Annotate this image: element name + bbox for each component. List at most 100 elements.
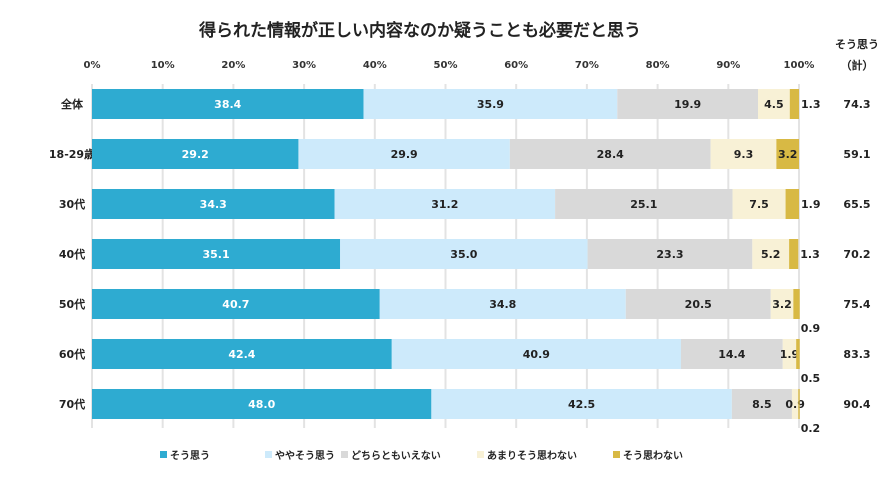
- data-label: 29.2: [182, 148, 209, 161]
- legend-swatch: [160, 451, 167, 458]
- chart-title: 得られた情報が正しい内容なのか疑うことも必要だと思う: [198, 20, 641, 41]
- legend-label: そう思う: [170, 450, 210, 462]
- bar-segment: [798, 389, 800, 419]
- x-tick-label: 100%: [784, 60, 815, 71]
- data-label: 28.4: [597, 148, 624, 161]
- data-label: 0.9: [785, 398, 805, 411]
- data-label: 19.9: [674, 98, 701, 111]
- data-label: 34.3: [200, 198, 227, 211]
- bar-segment: [92, 389, 432, 419]
- x-tick-label: 90%: [716, 60, 740, 71]
- x-tick-label: 0%: [84, 60, 101, 71]
- data-label: 5.2: [761, 248, 781, 261]
- data-label: 0.5: [801, 372, 821, 385]
- total-value: 83.3: [843, 348, 870, 361]
- data-label: 40.9: [523, 348, 550, 361]
- data-label: 20.5: [685, 298, 712, 311]
- bar-segment: [793, 289, 800, 319]
- bar-segment: [782, 339, 797, 369]
- category-label: 60代: [59, 347, 85, 361]
- data-label: 7.5: [749, 198, 769, 211]
- total-value: 70.2: [843, 248, 870, 261]
- bar-segment: [752, 239, 790, 269]
- bar-segment: [509, 139, 711, 169]
- legend-swatch: [477, 451, 484, 458]
- bar-segment: [770, 289, 794, 319]
- bar-segment: [334, 189, 556, 219]
- bar-segment: [92, 289, 380, 319]
- data-label: 3.2: [778, 148, 798, 161]
- data-label: 40.7: [222, 298, 249, 311]
- data-label: 34.8: [489, 298, 516, 311]
- bar-segment: [92, 189, 335, 219]
- x-tick-label: 80%: [646, 60, 670, 71]
- legend-swatch: [341, 451, 348, 458]
- bar-segment: [789, 89, 799, 119]
- bar-segment: [363, 89, 618, 119]
- bar-segment: [92, 139, 299, 169]
- bar-segment: [776, 139, 799, 169]
- legend-label: ややそう思う: [275, 450, 335, 462]
- bar-segment: [391, 339, 681, 369]
- legend-label: あまりそう思わない: [487, 449, 577, 462]
- x-tick-label: 10%: [151, 60, 175, 71]
- total-value: 65.5: [843, 198, 870, 211]
- x-tick-label: 30%: [292, 60, 316, 71]
- bar-segment: [731, 389, 792, 419]
- total-header: そう思う: [835, 38, 879, 51]
- category-label: 50代: [59, 297, 85, 311]
- bar-segment: [555, 189, 733, 219]
- data-label: 35.9: [477, 98, 504, 111]
- data-label: 31.2: [431, 198, 458, 211]
- bar-segment: [298, 139, 510, 169]
- bar-segment: [710, 139, 777, 169]
- data-label: 23.3: [656, 248, 683, 261]
- bar-segment: [587, 239, 753, 269]
- x-tick-label: 50%: [434, 60, 458, 71]
- bar-segment: [92, 89, 364, 119]
- data-label: 35.0: [450, 248, 477, 261]
- data-label: 25.1: [630, 198, 657, 211]
- category-label: 30代: [59, 197, 85, 211]
- bar-segment: [785, 189, 799, 219]
- data-label: 1.9: [780, 348, 800, 361]
- data-label: 14.4: [718, 348, 745, 361]
- data-label: 1.9: [801, 198, 821, 211]
- category-label: 40代: [59, 247, 85, 261]
- data-label: 48.0: [248, 398, 275, 411]
- total-value: 74.3: [843, 98, 870, 111]
- bar-segment: [732, 189, 786, 219]
- data-label: 3.2: [772, 298, 792, 311]
- bar-segment: [625, 289, 771, 319]
- bar-segment: [680, 339, 783, 369]
- data-label: 9.3: [734, 148, 754, 161]
- legend-label: そう思わない: [623, 450, 683, 462]
- bar-segment: [92, 339, 392, 369]
- x-tick-label: 40%: [363, 60, 387, 71]
- total-value: 90.4: [843, 398, 870, 411]
- data-label: 1.3: [800, 248, 820, 261]
- legend-label: どちらともいえない: [351, 449, 441, 462]
- bar-segment: [92, 239, 341, 269]
- bar-segment: [379, 289, 626, 319]
- data-label: 8.5: [752, 398, 772, 411]
- category-label: 全体: [60, 97, 84, 111]
- data-label: 1.3: [801, 98, 821, 111]
- bar-segment: [757, 89, 790, 119]
- data-label: 38.4: [214, 98, 241, 111]
- total-value: 75.4: [843, 298, 870, 311]
- bar-segment: [617, 89, 758, 119]
- bar-segment: [796, 339, 800, 369]
- data-label: 0.9: [801, 322, 821, 335]
- legend-swatch: [613, 451, 620, 458]
- x-tick-label: 60%: [504, 60, 528, 71]
- x-tick-label: 70%: [575, 60, 599, 71]
- data-label: 42.5: [568, 398, 595, 411]
- bar-segment: [789, 239, 799, 269]
- data-label: 29.9: [391, 148, 418, 161]
- bar-segment: [340, 239, 588, 269]
- data-label: 42.4: [228, 348, 255, 361]
- category-label: 18-29歳: [49, 147, 95, 161]
